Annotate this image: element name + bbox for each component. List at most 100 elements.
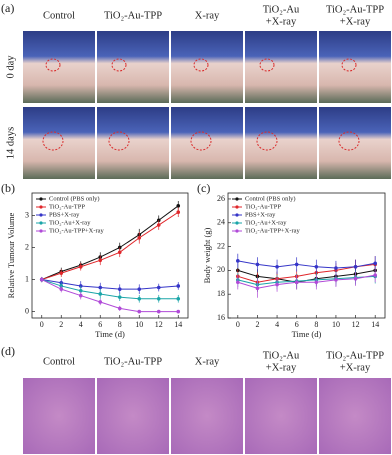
panel-label: (d) xyxy=(1,344,15,358)
y-tick-label: 24 xyxy=(217,218,225,227)
data-point xyxy=(117,295,122,299)
plot-frame xyxy=(31,192,189,319)
legend-marker xyxy=(39,221,43,225)
data-point xyxy=(137,309,142,314)
data-point xyxy=(255,286,260,291)
data-point xyxy=(353,265,358,269)
x-tick-label: 2 xyxy=(59,320,63,329)
x-tick-label: 10 xyxy=(135,320,143,329)
column-header: Control xyxy=(43,10,75,21)
data-point xyxy=(294,280,299,285)
x-tick-label: 10 xyxy=(332,320,340,329)
legend-marker xyxy=(235,213,239,217)
data-point xyxy=(314,280,319,285)
legend-label: PBS+X-ray xyxy=(49,211,80,218)
column-header: X-ray xyxy=(195,10,220,21)
series-line xyxy=(41,205,179,281)
y-axis-label: Relative Tumour Volume xyxy=(6,212,16,298)
data-point xyxy=(294,262,299,267)
histology-image xyxy=(97,378,169,454)
data-point xyxy=(334,278,338,282)
data-point xyxy=(156,309,161,314)
data-point xyxy=(78,288,83,293)
histology-image xyxy=(245,378,317,454)
x-tick-label: 6 xyxy=(295,320,299,329)
column-header: +X-ray xyxy=(266,16,297,27)
x-tick-label: 12 xyxy=(155,320,163,329)
panel-label: (b) xyxy=(1,181,15,195)
data-point xyxy=(137,287,142,291)
data-point xyxy=(78,293,83,298)
y-tick-label: 1 xyxy=(25,274,29,283)
mouse-photo xyxy=(319,31,391,103)
series-line xyxy=(237,260,376,269)
mouse-photo xyxy=(245,31,317,103)
column-header: +X-ray xyxy=(340,362,371,373)
data-point xyxy=(156,223,161,227)
tumour-circle xyxy=(256,131,278,151)
column-header: X-ray xyxy=(195,356,220,367)
data-point xyxy=(117,250,122,255)
y-tick-label: 18 xyxy=(217,289,225,298)
tumour-circle xyxy=(341,58,357,72)
series-line xyxy=(41,279,179,300)
x-tick-label: 6 xyxy=(98,320,102,329)
data-point xyxy=(117,287,122,291)
data-point xyxy=(176,204,181,208)
mouse-photo xyxy=(319,107,391,179)
mouse-photo xyxy=(171,107,243,179)
tumour-circle xyxy=(338,131,360,151)
legend-marker xyxy=(39,197,43,201)
legend-label: TiO₂-Au-TPP xyxy=(49,203,85,210)
x-tick-label: 8 xyxy=(118,320,122,329)
data-point xyxy=(255,262,260,267)
histology-image xyxy=(171,378,243,454)
legend-marker xyxy=(39,229,43,233)
mouse-photo xyxy=(171,31,243,103)
panel-label: (c) xyxy=(197,181,210,195)
legend-marker xyxy=(235,229,239,233)
x-tick-label: 0 xyxy=(40,320,44,329)
data-point xyxy=(176,210,181,215)
series-line xyxy=(41,279,179,313)
data-point xyxy=(98,258,103,263)
column-header: +X-ray xyxy=(340,16,371,27)
x-tick-label: 8 xyxy=(314,320,318,329)
data-point xyxy=(156,296,161,301)
row-label: 14 days xyxy=(5,127,16,159)
series-line xyxy=(41,279,179,290)
legend-marker xyxy=(235,197,239,201)
data-point xyxy=(59,287,64,291)
data-point xyxy=(39,277,44,282)
mouse-photo xyxy=(245,107,317,179)
legend-label: TiO₂-Au-TPP xyxy=(245,203,281,210)
legend-label: Control (PBS only) xyxy=(245,195,296,202)
data-point xyxy=(98,285,103,290)
series-line xyxy=(41,211,179,281)
data-point xyxy=(373,273,377,277)
mouse-photo xyxy=(97,31,169,103)
y-axis-label: Body weight (g) xyxy=(202,227,212,283)
data-point xyxy=(353,276,358,281)
y-tick-label: 2 xyxy=(25,242,29,251)
legend-label: TiO₂-Au+X-ray xyxy=(245,219,287,226)
data-point xyxy=(176,284,181,288)
x-axis-label: Time (d) xyxy=(95,329,125,339)
tumour-circle xyxy=(42,131,64,151)
column-header: +X-ray xyxy=(266,362,297,373)
x-tick-label: 4 xyxy=(79,320,83,329)
legend-marker xyxy=(235,205,239,209)
legend-marker xyxy=(39,213,43,217)
tumour-circle xyxy=(193,58,209,72)
legend-label: TiO₂-Au+X-ray xyxy=(49,219,91,226)
x-tick-label: 14 xyxy=(371,320,379,329)
series-line xyxy=(237,275,376,286)
data-point xyxy=(59,271,64,275)
column-header: TiO₂-Au-TPP xyxy=(104,356,162,367)
histology-image xyxy=(319,378,391,454)
data-point xyxy=(176,296,181,301)
plot-frame xyxy=(227,192,386,319)
x-tick-label: 2 xyxy=(255,320,259,329)
data-point xyxy=(236,280,240,285)
